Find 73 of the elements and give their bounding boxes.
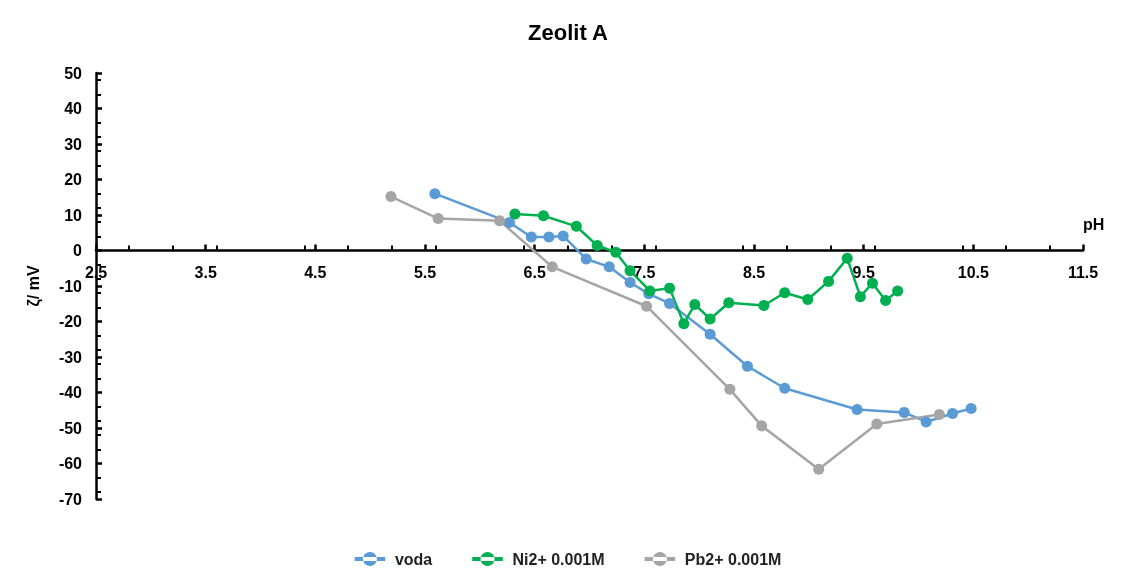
point xyxy=(704,328,716,340)
y-tick-label: -30 xyxy=(58,348,83,366)
point xyxy=(841,252,853,264)
point xyxy=(557,230,569,242)
x-tick-label: 4.5 xyxy=(304,264,327,281)
x-tick-label: 6.5 xyxy=(523,264,546,281)
point xyxy=(898,406,910,418)
point xyxy=(580,253,592,265)
point xyxy=(823,275,835,287)
legend-label: Pb2+ 0.001M xyxy=(684,550,782,568)
point xyxy=(920,416,932,428)
point xyxy=(724,383,736,395)
point xyxy=(543,231,555,243)
y-tick-label: 0 xyxy=(73,242,83,259)
point xyxy=(947,407,958,419)
point xyxy=(503,216,515,228)
x-tick-label: 5.5 xyxy=(413,264,437,281)
point xyxy=(851,404,863,416)
point xyxy=(813,463,825,475)
point xyxy=(610,246,622,258)
point xyxy=(546,261,558,273)
y-tick-label: -10 xyxy=(58,277,83,295)
point xyxy=(664,297,676,309)
point xyxy=(689,298,701,310)
point xyxy=(756,420,768,432)
point xyxy=(704,313,716,325)
y-axis-title: ζ/ mV xyxy=(24,265,43,307)
legend-label: voda xyxy=(394,550,433,568)
y-tick-label: 40 xyxy=(64,100,83,117)
point xyxy=(509,208,521,220)
x-tick-label: 10.5 xyxy=(957,264,990,281)
y-tick-label: -60 xyxy=(58,455,83,472)
point xyxy=(854,291,866,303)
point xyxy=(385,191,397,203)
y-tick-label: 50 xyxy=(64,64,83,82)
x-tick-label: 8.5 xyxy=(742,264,766,281)
point xyxy=(641,300,653,312)
point xyxy=(678,318,690,330)
point xyxy=(892,285,904,297)
point xyxy=(779,287,791,299)
point xyxy=(570,220,582,232)
point xyxy=(880,295,892,307)
point xyxy=(866,277,878,289)
y-tick-label: -50 xyxy=(58,419,83,437)
x-axis-title: pH xyxy=(1083,216,1105,233)
point xyxy=(624,276,636,288)
y-tick-label: 30 xyxy=(64,135,83,153)
chart-title: Zeolit A xyxy=(528,19,609,45)
point xyxy=(525,231,537,243)
point xyxy=(965,402,977,414)
legend-label: Ni2+ 0.001M xyxy=(512,550,605,568)
point xyxy=(603,261,615,273)
y-tick-label: 10 xyxy=(64,206,83,224)
point xyxy=(664,282,676,294)
y-tick-label: -20 xyxy=(58,313,83,330)
point xyxy=(871,418,883,430)
x-tick-label: 11.5 xyxy=(1067,264,1099,281)
point xyxy=(741,360,753,372)
point xyxy=(779,382,791,394)
x-tick-label: 9.5 xyxy=(852,264,875,281)
point xyxy=(758,300,770,312)
point xyxy=(591,240,603,252)
x-tick-label: 3.5 xyxy=(194,264,217,281)
point xyxy=(537,210,549,222)
y-tick-label: -40 xyxy=(58,384,83,401)
point xyxy=(933,409,945,421)
point xyxy=(429,188,441,200)
point xyxy=(432,213,444,225)
y-tick-label: 20 xyxy=(64,171,83,188)
point xyxy=(802,293,814,305)
point xyxy=(494,215,506,227)
point xyxy=(723,297,735,309)
y-tick-label: -70 xyxy=(58,490,83,508)
